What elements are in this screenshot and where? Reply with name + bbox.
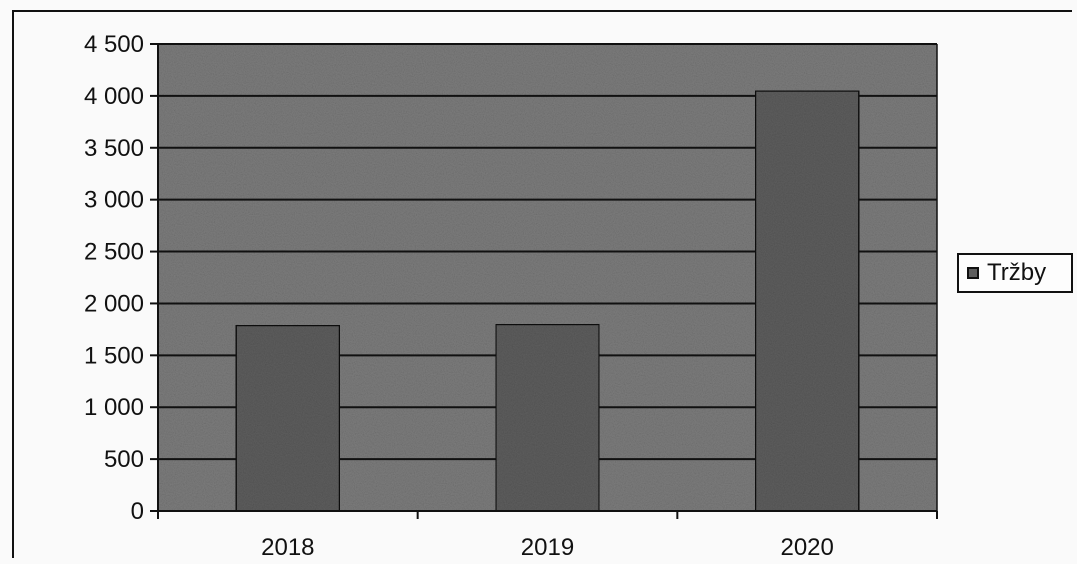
x-tick-label: 2018 — [261, 534, 314, 561]
y-tick-label: 500 — [104, 446, 144, 473]
y-tick-label: 2 000 — [84, 290, 144, 317]
y-tick-label: 1 000 — [84, 394, 144, 421]
bars — [234, 89, 861, 513]
y-tick-labels: 0 500 1 000 1 500 2 000 2 500 3 000 3 500 4 000 4… — [84, 31, 144, 525]
x-tick-label: 2020 — [780, 534, 833, 561]
chart-frame — [12, 10, 1072, 558]
x-tick-labels: 2018 2019 2020 — [261, 534, 834, 561]
bar — [494, 323, 601, 513]
y-tick-label: 0 — [131, 498, 144, 525]
bar — [234, 324, 341, 512]
y-tick-label: 4 500 — [84, 31, 144, 58]
y-tick-label: 1 500 — [84, 342, 144, 369]
y-tick-label: 3 500 — [84, 135, 144, 162]
legend-swatch — [967, 267, 979, 279]
axes — [157, 43, 938, 519]
bar — [754, 89, 861, 512]
y-tick-label: 2 500 — [84, 239, 144, 266]
y-tick-label: 3 000 — [84, 187, 144, 214]
legend-label: Tržby — [987, 259, 1047, 286]
y-tick-label: 4 000 — [84, 83, 144, 110]
legend: Tržby — [957, 253, 1073, 293]
x-tick-label: 2019 — [521, 534, 574, 561]
